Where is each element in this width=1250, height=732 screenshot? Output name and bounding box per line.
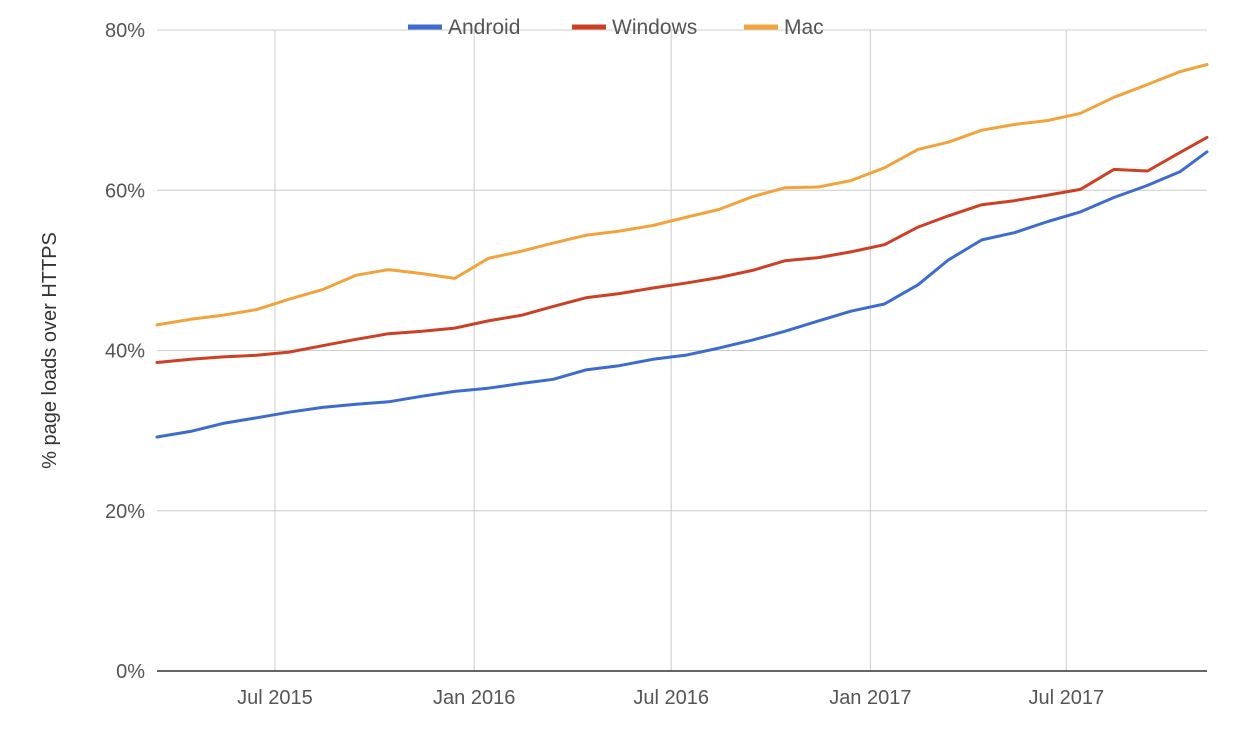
x-tick-label: Jul 2017 xyxy=(1028,687,1104,709)
legend-label: Windows xyxy=(612,16,697,39)
legend-item-android: Android xyxy=(408,16,520,39)
legend: Android Windows Mac xyxy=(408,16,824,39)
x-tick-label: Jul 2016 xyxy=(633,687,709,709)
gridlines xyxy=(157,29,1207,671)
y-axis-ticks: 0% 20% 40% 60% 80% xyxy=(105,20,145,683)
series-lines xyxy=(155,63,1209,439)
x-tick-label: Jan 2017 xyxy=(829,687,911,709)
y-tick-label: 60% xyxy=(105,180,145,202)
x-axis-ticks: Jul 2015 Jan 2016 Jul 2016 Jan 2017 Jul 2017 xyxy=(237,687,1104,709)
series-line-mac xyxy=(155,63,1209,327)
y-tick-label: 0% xyxy=(116,661,145,683)
legend-item-windows: Windows xyxy=(572,16,697,39)
y-tick-label: 40% xyxy=(105,341,145,363)
x-tick-label: Jan 2016 xyxy=(433,687,515,709)
x-tick-label: Jul 2015 xyxy=(237,687,313,709)
legend-item-mac: Mac xyxy=(744,16,824,39)
y-axis-title: % page loads over HTTPS xyxy=(39,232,61,469)
y-tick-label: 80% xyxy=(105,20,145,42)
legend-label: Mac xyxy=(784,16,824,39)
y-tick-label: 20% xyxy=(105,501,145,523)
series-line-android xyxy=(155,150,1209,439)
legend-label: Android xyxy=(448,16,520,39)
series-line-windows xyxy=(155,135,1209,364)
